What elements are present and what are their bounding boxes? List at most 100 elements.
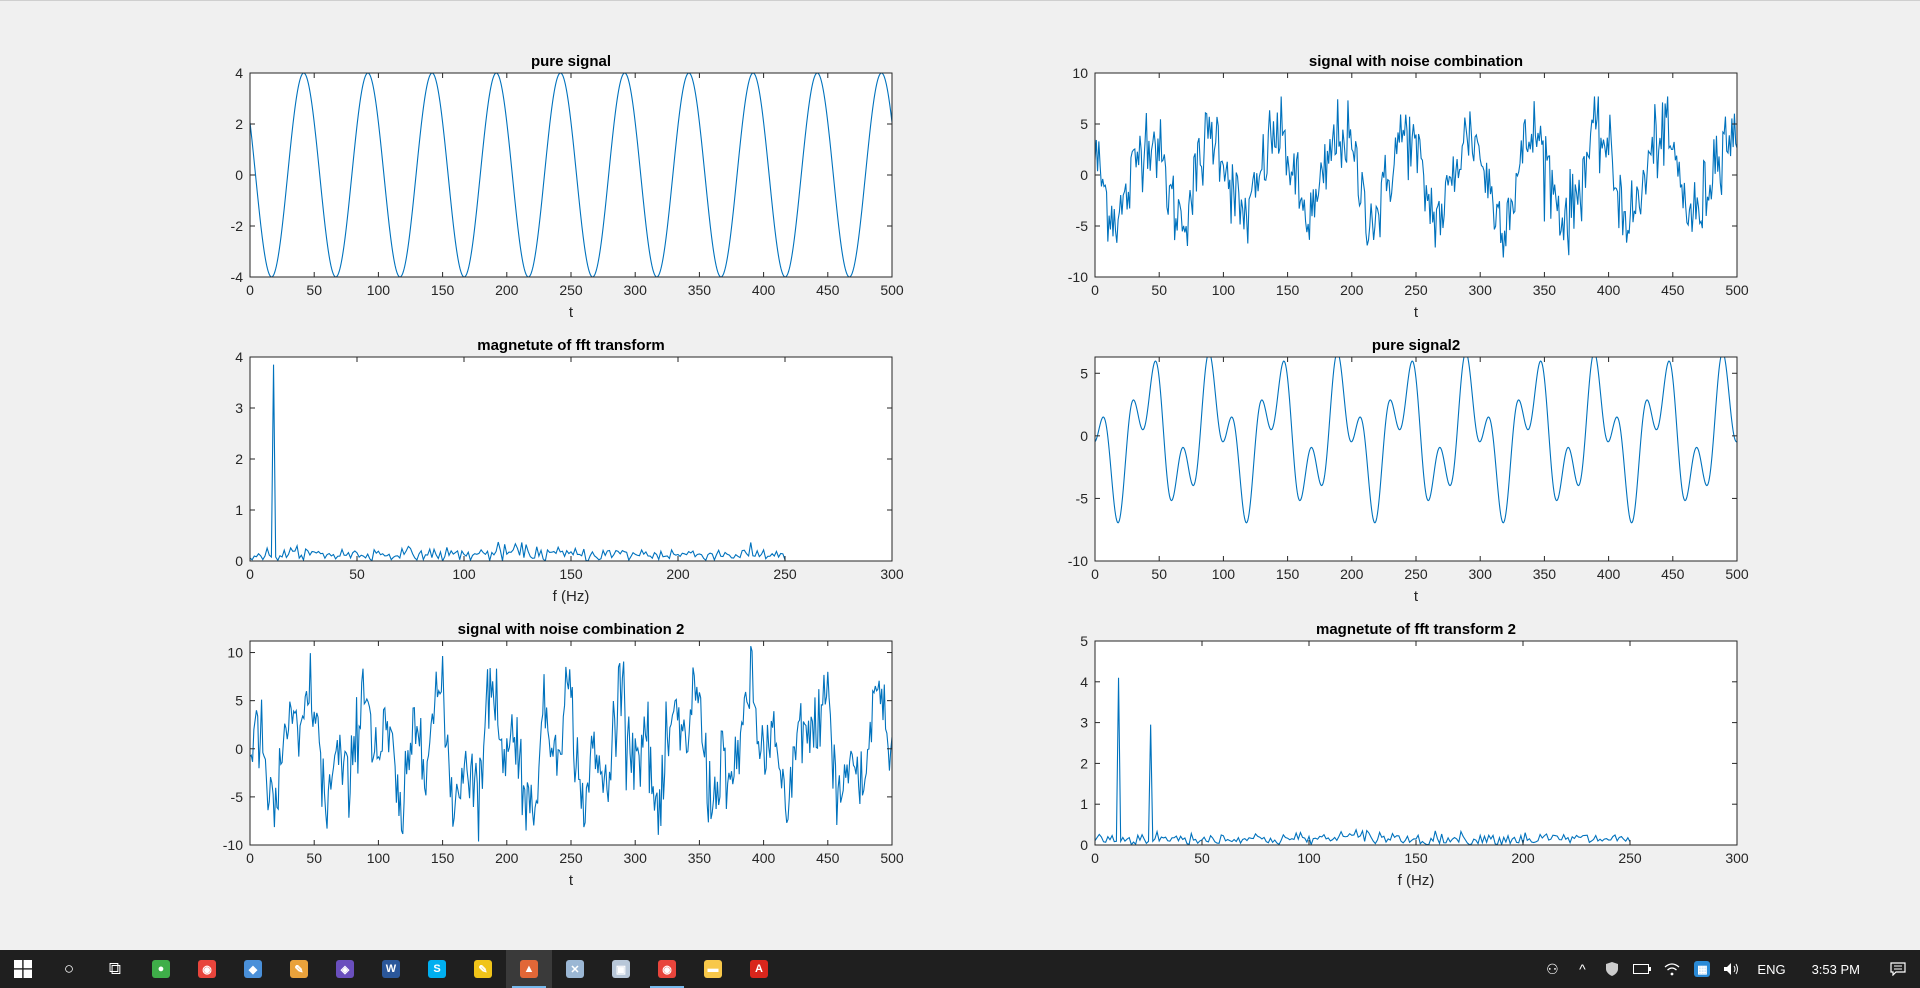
subplot-6: 0 50 100 150 200 250 300 0 1 2 3 4 5 magnetute of fft…: [1080, 621, 1749, 889]
y-tick-label: 0: [1080, 837, 1088, 853]
x-tick-label: 0: [1091, 282, 1099, 298]
taskbar-button-app-tool[interactable]: ✕: [552, 950, 598, 988]
taskbar-button-app-blue[interactable]: ◆: [230, 950, 276, 988]
taskbar-button-paint[interactable]: ✎: [276, 950, 322, 988]
chrome-icon: ◉: [198, 960, 216, 978]
taskbar: ○ ⧉ ● ◉ ◆ ✎ ◈ W S ✎ ▲ ✕ ▣ ◉ ▬ A ⚇ ^ ▦ ENG 3:53 PM: [0, 950, 1920, 988]
taskbar-button-acrobat[interactable]: A: [736, 950, 782, 988]
app-tool-icon: ✕: [566, 960, 584, 978]
x-tick-label: 150: [431, 850, 455, 866]
x-tick-label: 350: [688, 282, 712, 298]
subplot-2: 0 50 100 150 200 250 300 350 400 450 500 -10 -5 0 5 10 s…: [1068, 53, 1749, 321]
file-explorer-icon: ▬: [704, 960, 722, 978]
x-tick-label: 50: [1151, 566, 1167, 582]
subplot-3: 0 50 100 150 200 250 300 0 1 2 3 4 magnetute of fft …: [235, 337, 904, 605]
taskbar-button-chrome[interactable]: ◉: [184, 950, 230, 988]
y-tick-label: 4: [235, 349, 243, 365]
people-icon[interactable]: ⚇: [1546, 960, 1559, 977]
x-tick-label: 300: [1469, 566, 1493, 582]
battery-icon[interactable]: [1627, 950, 1657, 988]
x-tick-label: 150: [431, 282, 455, 298]
x-tick-label: 100: [452, 566, 476, 582]
x-tick-label: 0: [246, 850, 254, 866]
x-tick-label: 300: [1469, 282, 1493, 298]
x-tick-label: 0: [1091, 566, 1099, 582]
app-green-icon: ●: [152, 960, 170, 978]
x-tick-label: 150: [559, 566, 583, 582]
taskbar-button-task-view[interactable]: ⧉: [92, 950, 138, 988]
volume-icon[interactable]: [1717, 950, 1747, 988]
y-tick-label: 5: [235, 693, 243, 709]
x-tick-label: 100: [367, 850, 391, 866]
x-tick-label: 200: [1511, 850, 1535, 866]
y-tick-label: 1: [235, 502, 243, 518]
x-tick-label: 150: [1276, 282, 1300, 298]
y-tick-label: -4: [231, 269, 244, 285]
plot-area: [250, 357, 892, 561]
plot-area: [250, 73, 892, 277]
plot-area: [1095, 73, 1737, 277]
y-tick-label: 5: [1080, 365, 1088, 381]
plot-area: [1095, 641, 1737, 845]
taskbar-button-cortana-search[interactable]: ○: [46, 950, 92, 988]
taskbar-button-matlab[interactable]: ▲: [506, 950, 552, 988]
x-tick-label: 250: [1618, 850, 1642, 866]
taskbar-button-app-gallery[interactable]: ▣: [598, 950, 644, 988]
series-line: [1095, 677, 1631, 845]
chart-title: pure signal: [531, 53, 611, 70]
x-axis-label: t: [569, 872, 574, 889]
plot-area: [1095, 357, 1737, 561]
x-tick-label: 100: [1212, 282, 1236, 298]
language-indicator[interactable]: ENG: [1757, 961, 1786, 977]
clock[interactable]: 3:53 PM: [1811, 961, 1860, 977]
x-tick-label: 100: [1297, 850, 1321, 866]
x-axis-label: f (Hz): [553, 588, 590, 605]
x-tick-label: 400: [1597, 282, 1621, 298]
security-icon[interactable]: [1597, 950, 1627, 988]
series-line: [1095, 357, 1737, 524]
series-line: [250, 645, 892, 842]
x-tick-label: 400: [1597, 566, 1621, 582]
app-tray-blue-icon[interactable]: ▦: [1687, 950, 1717, 988]
x-tick-label: 500: [1725, 566, 1749, 582]
x-tick-label: 50: [1151, 282, 1167, 298]
taskbar-button-chrome2[interactable]: ◉: [644, 950, 690, 988]
y-tick-label: 0: [235, 553, 243, 569]
start-button[interactable]: [0, 950, 46, 988]
x-tick-label: 400: [752, 282, 776, 298]
action-center-icon[interactable]: [1876, 950, 1920, 988]
x-tick-label: 200: [1340, 566, 1364, 582]
taskbar-button-word[interactable]: W: [368, 950, 414, 988]
y-tick-label: 5: [1080, 633, 1088, 649]
x-tick-label: 500: [1725, 282, 1749, 298]
skype-icon: S: [428, 960, 446, 978]
y-tick-label: 2: [1080, 755, 1088, 771]
x-tick-label: 500: [880, 850, 904, 866]
windows-logo-icon: [14, 960, 32, 978]
x-tick-label: 200: [666, 566, 690, 582]
y-tick-label: 0: [235, 167, 243, 183]
x-tick-label: 300: [880, 566, 904, 582]
chart-title: pure signal2: [1372, 337, 1460, 354]
word-icon: W: [382, 960, 400, 978]
taskbar-button-skype[interactable]: S: [414, 950, 460, 988]
acrobat-icon: A: [750, 960, 768, 978]
x-tick-label: 350: [1533, 282, 1557, 298]
x-tick-label: 200: [495, 850, 519, 866]
taskbar-button-app-yellow[interactable]: ✎: [460, 950, 506, 988]
x-tick-label: 400: [752, 850, 776, 866]
taskbar-button-app-green[interactable]: ●: [138, 950, 184, 988]
y-tick-label: 10: [1072, 65, 1088, 81]
series-line: [250, 364, 786, 561]
chart-title: magnetute of fft transform 2: [1316, 621, 1516, 638]
show-hidden-icons-chevron-icon[interactable]: ^: [1579, 961, 1586, 977]
figure-canvas: 0 50 100 150 200 250 300 350 400 450 500-4-2024pur…: [223, 53, 1749, 889]
y-tick-label: -10: [1068, 269, 1088, 285]
x-tick-label: 450: [1661, 282, 1685, 298]
y-tick-label: 4: [1080, 674, 1088, 690]
x-tick-label: 50: [306, 850, 322, 866]
x-tick-label: 350: [1533, 566, 1557, 582]
taskbar-button-file-explorer[interactable]: ▬: [690, 950, 736, 988]
taskbar-button-app-purple[interactable]: ◈: [322, 950, 368, 988]
wifi-icon[interactable]: [1657, 950, 1687, 988]
